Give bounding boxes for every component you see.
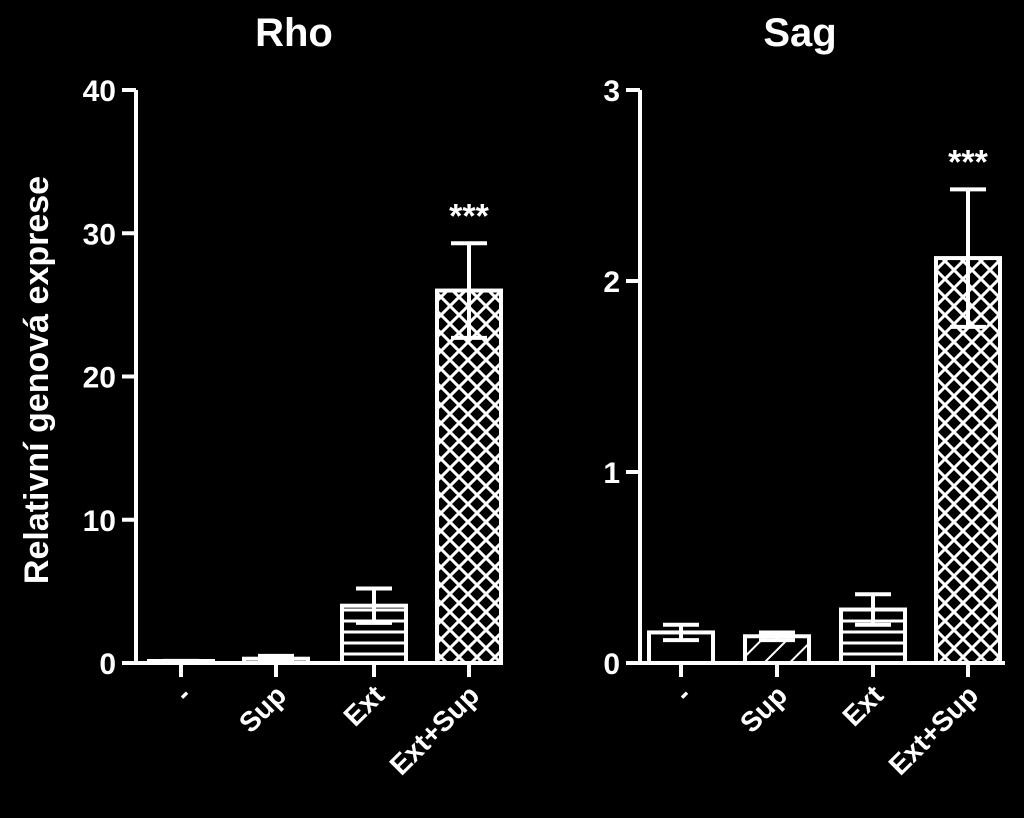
significance-label: *** bbox=[948, 143, 988, 181]
significance-label: *** bbox=[449, 197, 489, 235]
x-tick-label: Ext bbox=[338, 679, 391, 732]
y-axis-label: Relativní genová exprese bbox=[18, 176, 56, 584]
y-tick-label: 40 bbox=[83, 75, 116, 108]
x-tick-label: - bbox=[169, 679, 198, 708]
bar bbox=[435, 288, 503, 665]
y-tick-label: 1 bbox=[603, 457, 620, 490]
x-tick-label: Ext+Sup bbox=[384, 679, 486, 781]
y-tick-label: 30 bbox=[83, 218, 116, 251]
x-tick-label: Sup bbox=[734, 679, 793, 738]
panel-title: Rho bbox=[255, 11, 333, 55]
bars: *** bbox=[647, 143, 1002, 666]
y-tick-label: 0 bbox=[99, 648, 116, 681]
x-tick-label: - bbox=[669, 679, 698, 708]
x-tick-label: Ext+Sup bbox=[883, 679, 985, 781]
x-tick-label: Sup bbox=[233, 679, 292, 738]
x-tick-label: Ext bbox=[837, 679, 890, 732]
y-tick-label: 10 bbox=[83, 505, 116, 538]
y-tick-label: 0 bbox=[603, 648, 620, 681]
y-tick-label: 3 bbox=[603, 75, 620, 108]
bars: *** bbox=[147, 197, 503, 666]
panel-title: Sag bbox=[763, 11, 836, 55]
y-tick-label: 2 bbox=[603, 266, 620, 299]
y-tick-label: 20 bbox=[83, 362, 116, 395]
